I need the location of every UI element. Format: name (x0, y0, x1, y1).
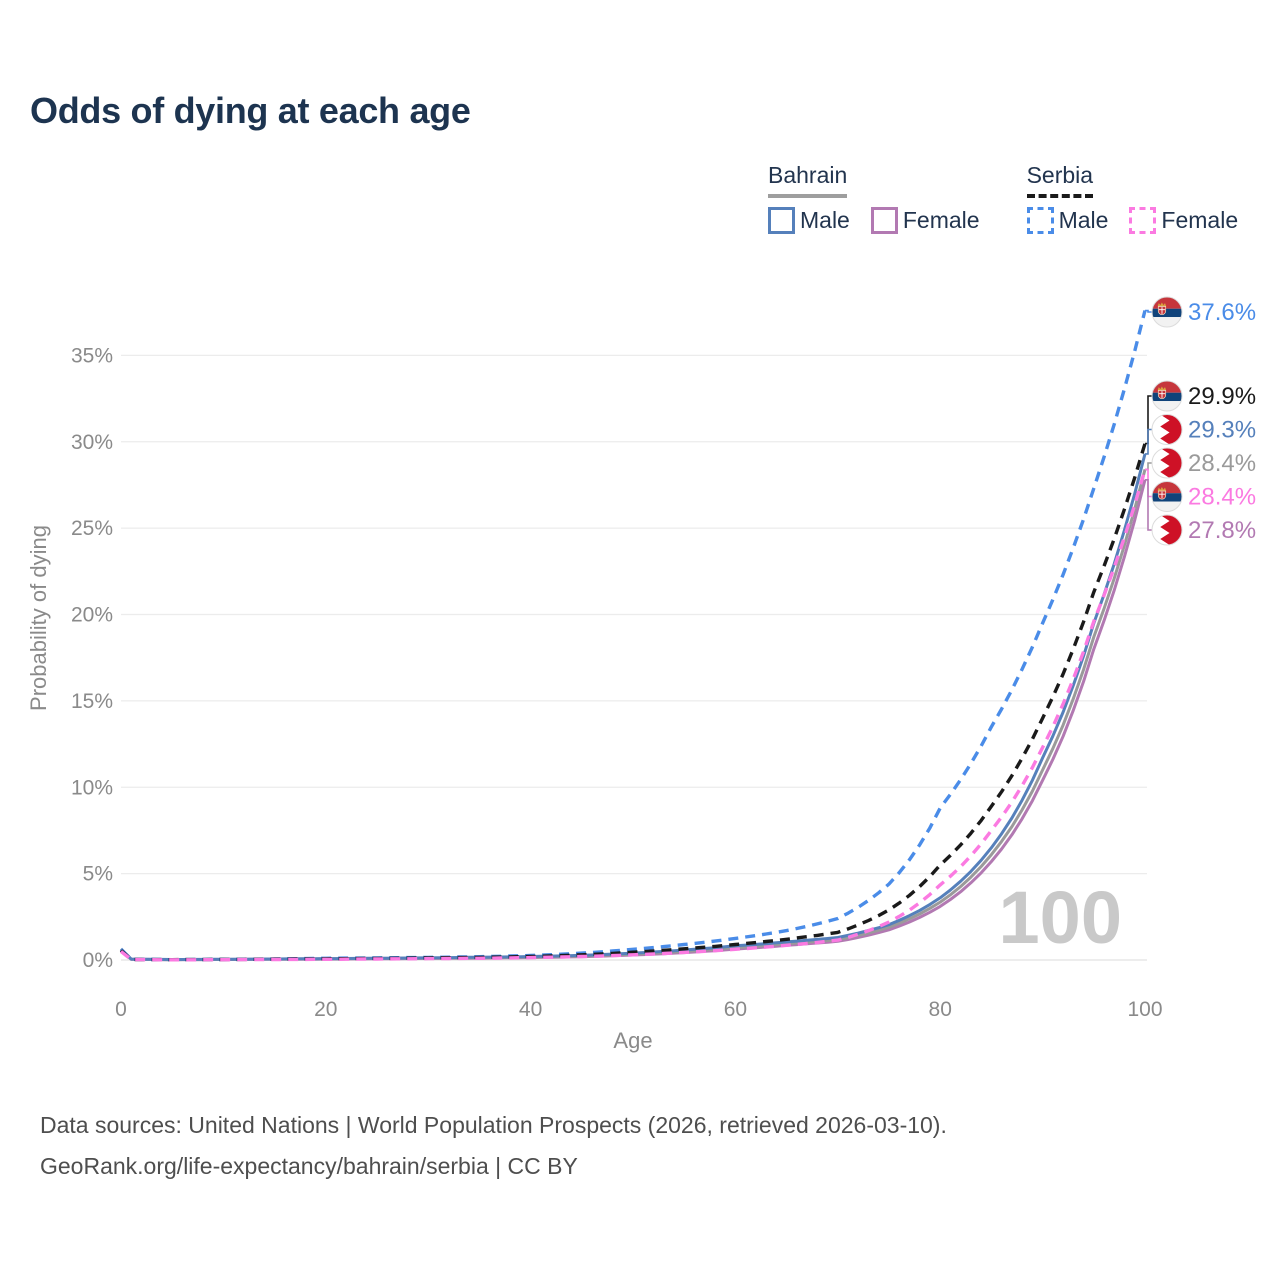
hover-age-watermark: 100 (999, 876, 1122, 959)
y-tick-label: 20% (71, 604, 113, 627)
legend-country-serbia: Serbia (1026, 162, 1094, 198)
x-tick-label: 0 (115, 998, 127, 1021)
legend-group-serbia: Serbia Male Female (1026, 162, 1238, 234)
x-tick-label: 60 (724, 998, 747, 1021)
x-axis-tick-labels: 0 20 40 60 80 100 (115, 998, 1162, 1021)
legend-item-bahrain-female[interactable]: Female (870, 207, 980, 234)
end-label-serbia-female: 28.4% (1151, 481, 1256, 512)
series-line-bahrain-female[interactable] (120, 479, 1147, 962)
y-tick-label: 30% (71, 431, 113, 454)
end-label-value: 37.6% (1188, 299, 1256, 326)
end-label-value: 29.9% (1188, 383, 1256, 410)
end-label-value: 28.4% (1188, 484, 1256, 511)
footer: Data sources: United Nations | World Pop… (40, 1105, 947, 1187)
y-tick-label: 0% (83, 949, 113, 972)
bahrain-flag-icon (1151, 447, 1183, 479)
legend-swatch-icon (1129, 207, 1157, 234)
end-label-bahrain-female: 27.8% (1151, 514, 1256, 546)
series-line-bahrain-male[interactable] (119, 453, 1147, 961)
y-tick-label: 10% (71, 776, 113, 799)
page-title: Odds of dying at each age (30, 90, 471, 131)
legend-item-label: Female (1161, 207, 1239, 233)
x-tick-label: 40 (519, 998, 542, 1021)
y-axis-title: Probability of dying (26, 525, 51, 711)
x-tick-label: 80 (929, 998, 952, 1021)
end-label-value: 29.3% (1188, 417, 1256, 444)
x-tick-label: 20 (314, 998, 337, 1021)
end-label-connector (1145, 428, 1152, 455)
legend-items-bahrain: Male Female (768, 207, 980, 234)
legend-swatch-icon (768, 207, 795, 234)
bahrain-flag-icon (1151, 414, 1183, 445)
gridlines (121, 354, 1147, 961)
serbia-flag-icon (1151, 481, 1183, 512)
attribution-line: GeoRank.org/life-expectancy/bahrain/serb… (40, 1153, 578, 1179)
data-sources-line: Data sources: United Nations | World Pop… (40, 1112, 947, 1138)
y-axis-tick-labels: 0% 5% 10% 15% 20% 25% 30% 35% (71, 344, 113, 972)
y-tick-label: 5% (83, 863, 113, 886)
legend-group-bahrain: Bahrain Male Female (768, 162, 980, 234)
x-tick-label: 100 (1127, 998, 1162, 1021)
legend-items-serbia: Male Female (1026, 207, 1238, 234)
y-tick-label: 35% (71, 344, 113, 367)
legend: Bahrain Male Female Serbia Male Female (768, 162, 1238, 234)
legend-swatch-icon (870, 207, 898, 234)
end-label-serbia-male: 37.6% (1151, 296, 1256, 328)
series-line-serbia-total[interactable] (119, 443, 1147, 962)
series-line-serbia-female[interactable] (119, 468, 1147, 962)
legend-item-label: Male (1058, 207, 1109, 233)
y-tick-label: 25% (71, 517, 113, 540)
end-label-connector (1145, 479, 1152, 531)
series-line-bahrain-total[interactable] (119, 469, 1147, 962)
serbia-flag-icon (1151, 380, 1183, 412)
legend-swatch-icon (1026, 207, 1054, 234)
end-label-bahrain-male: 29.3% (1151, 414, 1256, 445)
end-label-serbia-total: 29.9% (1151, 380, 1256, 412)
legend-item-bahrain-male[interactable]: Male (768, 207, 850, 234)
serbia-flag-icon (1151, 296, 1183, 328)
legend-country-bahrain: Bahrain (768, 162, 848, 198)
end-label-bahrain-total: 28.4% (1151, 447, 1256, 479)
y-tick-label: 15% (71, 690, 113, 713)
legend-item-label: Male (800, 207, 850, 233)
end-label-value: 27.8% (1188, 517, 1256, 544)
end-label-connector (1145, 309, 1152, 313)
end-label-connector (1145, 395, 1152, 445)
legend-item-serbia-male[interactable]: Male (1026, 207, 1109, 234)
x-axis-title: Age (613, 1028, 652, 1053)
legend-item-serbia-female[interactable]: Female (1129, 207, 1238, 234)
series-lines (119, 310, 1147, 962)
bahrain-flag-icon (1151, 514, 1183, 546)
end-label-connector (1145, 462, 1152, 471)
end-label-value: 28.4% (1188, 450, 1256, 477)
end-labels: 37.6% 29.9% 29.3% 28.4% 28.4% 27.8% (1145, 296, 1256, 546)
legend-item-label: Female (902, 207, 980, 233)
